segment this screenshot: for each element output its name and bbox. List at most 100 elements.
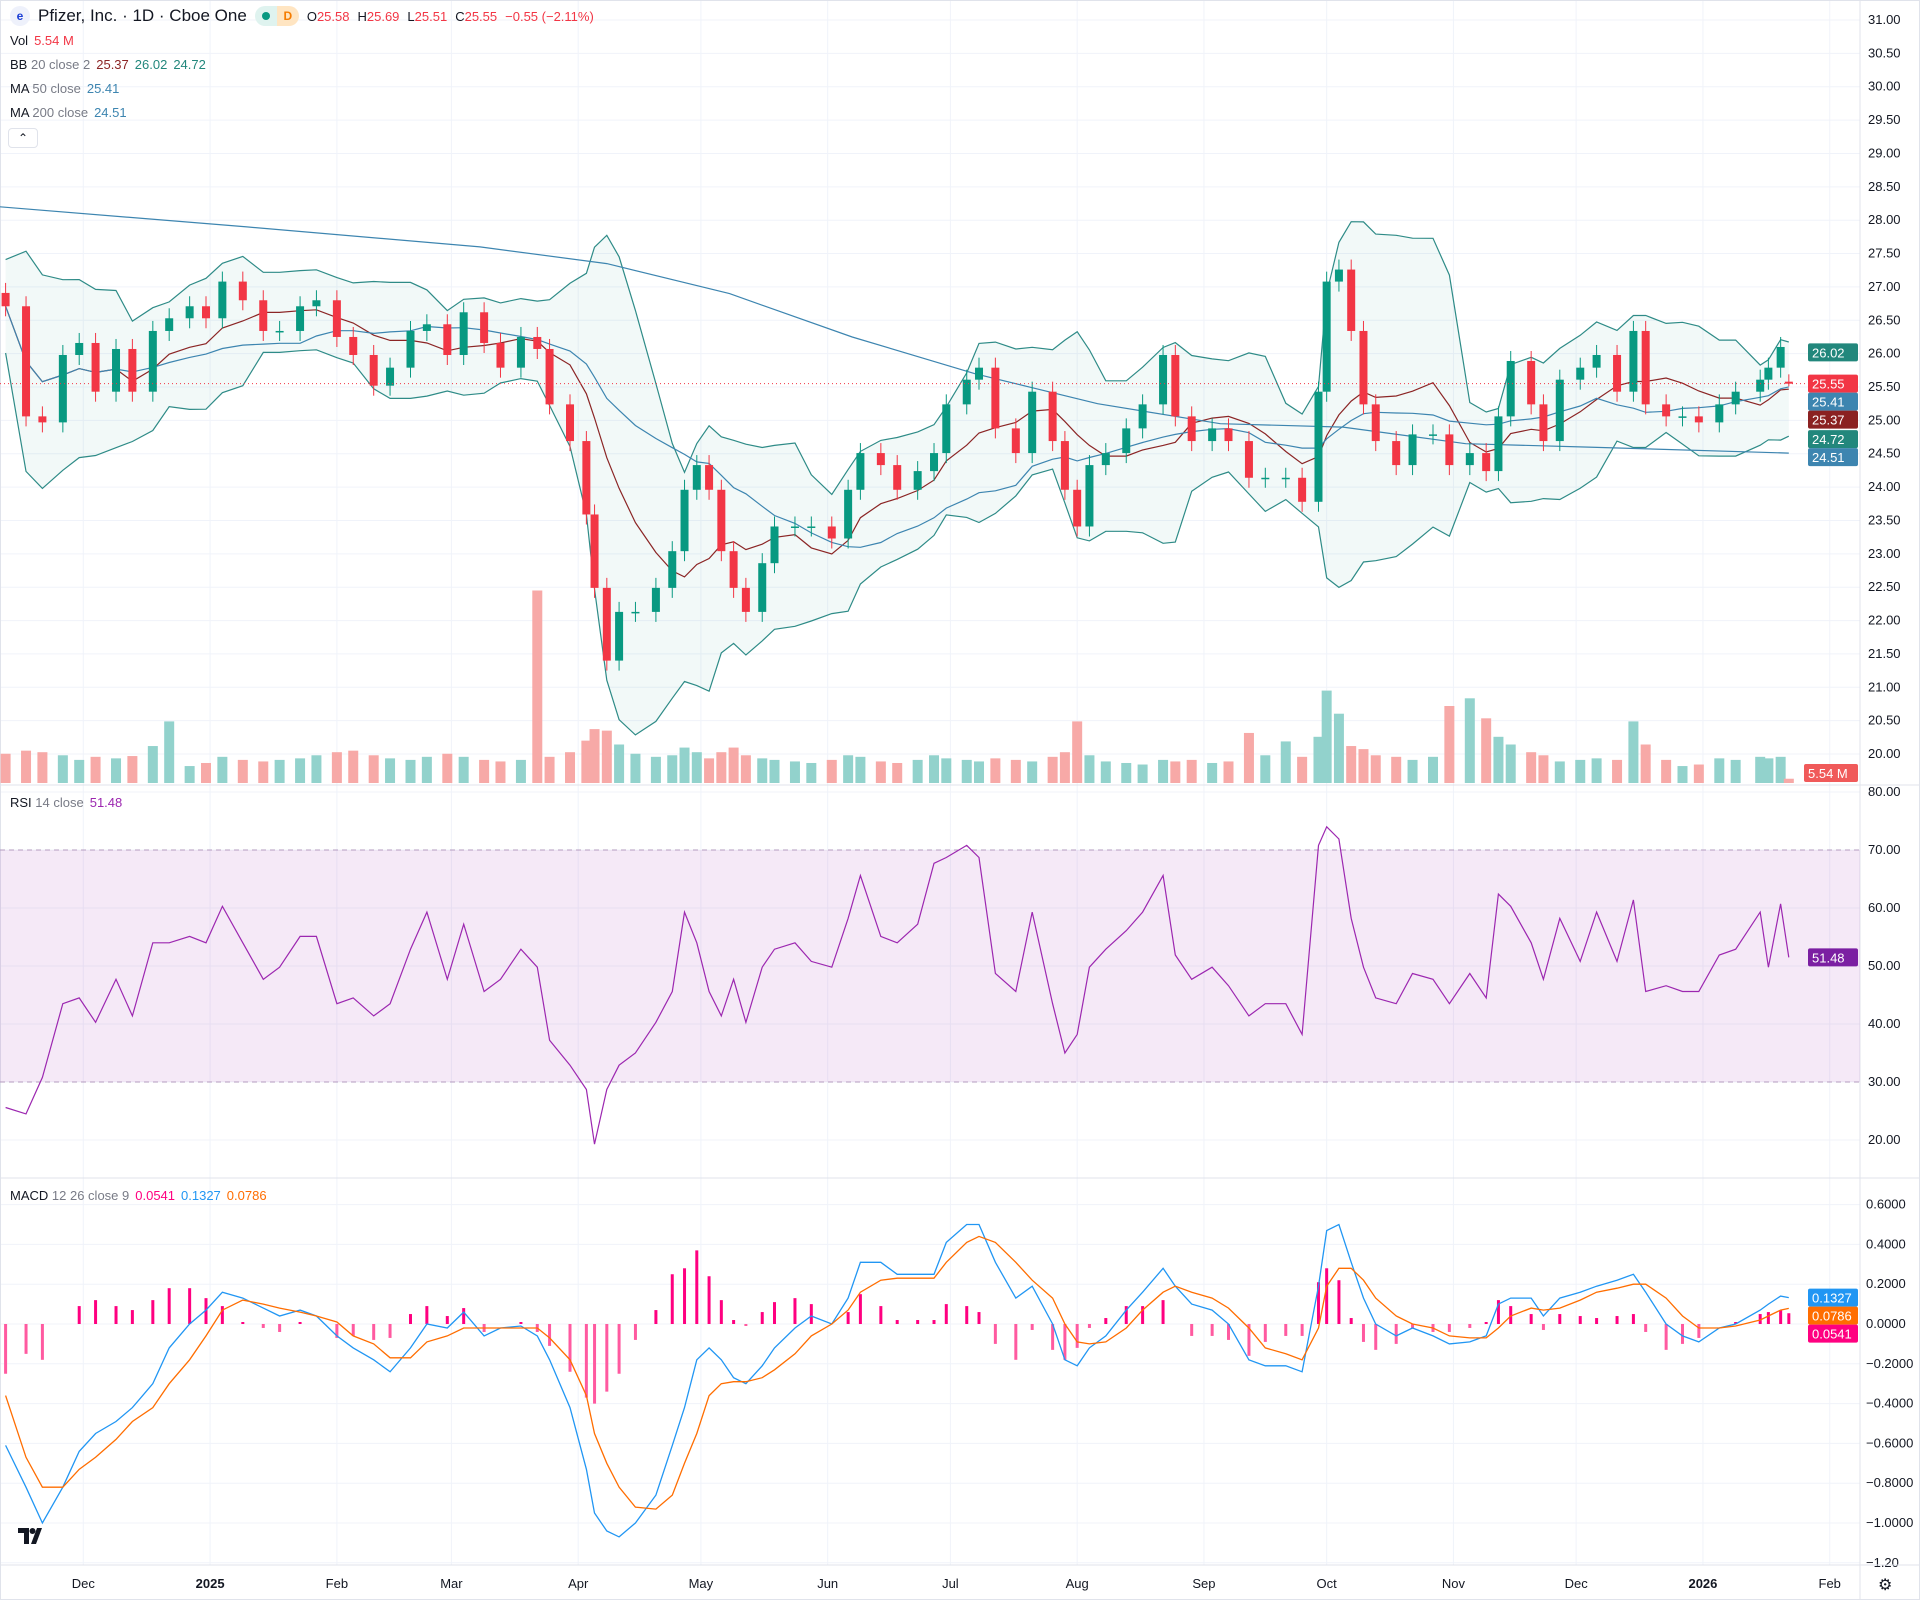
volume-bar: [1207, 762, 1218, 783]
price-axis-label: 26.00: [1868, 346, 1901, 361]
candle-body: [1555, 379, 1564, 442]
volume-bar: [74, 759, 85, 783]
candle-body: [332, 300, 341, 337]
candle-body: [112, 348, 121, 392]
macd-badge-text: 0.0541: [1812, 1327, 1852, 1342]
ma50-legend[interactable]: MA 50 close 25.41: [10, 81, 119, 96]
volume-bar: [1370, 755, 1381, 783]
volume-bar: [1407, 759, 1418, 783]
open-label: O: [306, 8, 317, 24]
volume-bar: [458, 756, 469, 783]
rsi-legend[interactable]: RSI 14 close 51.48: [10, 795, 122, 810]
volume-bar: [1677, 766, 1688, 783]
candle-body: [1171, 354, 1180, 417]
candle-body: [1784, 381, 1793, 384]
candle-body: [705, 465, 714, 490]
candle-body: [615, 611, 624, 661]
volume-bar: [1059, 752, 1070, 783]
candle-body: [827, 526, 836, 539]
price-axis-label: 31.00: [1868, 12, 1901, 27]
symbol-title[interactable]: Pfizer, Inc. · 1D · Cboe One: [38, 6, 247, 25]
volume-bar: [1493, 736, 1504, 783]
volume-bar: [1346, 746, 1357, 783]
price-axis-label: 27.50: [1868, 246, 1901, 261]
ma50-value: 25.41: [86, 81, 120, 96]
volume-bar: [37, 752, 48, 783]
volume-bar: [1575, 759, 1586, 783]
macd-line-value: 0.1327: [181, 1188, 221, 1203]
volume-bar: [1505, 744, 1516, 783]
volume-bar: [941, 758, 952, 783]
candle-body: [1314, 391, 1323, 502]
rsi-line: [5, 825, 1790, 1145]
price-axis-label: 22.00: [1868, 613, 1901, 628]
volume-bar: [495, 761, 506, 783]
close-label: C: [455, 8, 465, 24]
volume-legend[interactable]: Vol 5.54 M: [10, 33, 74, 48]
ma200-value: 24.51: [94, 105, 127, 120]
tradingview-logo-icon[interactable]: [18, 1526, 48, 1548]
candle-body: [1776, 346, 1785, 368]
price-axis-label: 24.00: [1868, 479, 1901, 494]
price-axis-label: 26.50: [1868, 312, 1901, 327]
candle-body: [1613, 354, 1622, 392]
price-axis-label: 22.50: [1868, 579, 1901, 594]
price-axis-label: 28.00: [1868, 212, 1901, 227]
time-axis-label: Feb: [1819, 1576, 1841, 1591]
macd-axis-label: −0.8000: [1866, 1475, 1913, 1490]
candle-body: [459, 312, 468, 355]
rsi-label: RSI: [10, 795, 32, 810]
volume-bar: [295, 758, 306, 783]
bb-legend[interactable]: BB 20 close 2 25.37 26.02 24.72: [10, 57, 206, 72]
candle-body: [516, 336, 525, 368]
candle-body: [128, 348, 137, 392]
price-axis-label: 25.50: [1868, 379, 1901, 394]
volume-bar: [1170, 761, 1181, 783]
candle-body: [876, 453, 885, 466]
collapse-legend-button[interactable]: ⌃: [8, 128, 38, 148]
volume-bar: [385, 758, 396, 783]
high-label: H: [357, 8, 367, 24]
volume-bar: [990, 758, 1001, 783]
volume-bar: [1693, 764, 1704, 783]
candle-body: [1678, 416, 1687, 418]
open-value: 25.58: [316, 8, 350, 24]
price-axis-label: 27.00: [1868, 279, 1901, 294]
candle-body: [729, 551, 738, 588]
macd-axis-label: −0.2000: [1866, 1356, 1913, 1371]
candle-body: [1662, 404, 1671, 417]
candle-body: [75, 342, 84, 355]
close-value: 25.55: [464, 8, 498, 24]
rsi-axis-label: 40.00: [1868, 1016, 1901, 1031]
candle-body: [349, 336, 358, 355]
settings-gear-icon[interactable]: ⚙: [1878, 1577, 1893, 1594]
price-axis-label: 29.50: [1868, 112, 1901, 127]
volume-bar: [1223, 761, 1234, 783]
candle-body: [1371, 404, 1380, 442]
ma200-legend[interactable]: MA 200 close 24.51: [10, 105, 127, 120]
symbol-legend: e Pfizer, Inc. · 1D · Cboe One D O25.58 …: [10, 6, 594, 26]
volume-bar: [127, 756, 138, 783]
volume-bar: [601, 730, 612, 783]
candle-body: [1281, 477, 1290, 480]
candle-body: [1122, 428, 1131, 454]
volume-bar: [237, 759, 248, 783]
volume-bar: [258, 761, 269, 783]
rsi-params: 14 close: [35, 795, 84, 810]
price-axis-label: 21.00: [1868, 679, 1901, 694]
price-badge: [1808, 343, 1858, 362]
candle-body: [1465, 453, 1474, 466]
bb-lower-value: 24.72: [173, 57, 206, 72]
market-status-badge[interactable]: D: [254, 6, 299, 26]
candle-body: [692, 465, 701, 490]
candle-body: [259, 300, 268, 331]
candle-body: [962, 379, 971, 405]
candle-body: [590, 514, 599, 588]
volume-bar: [1763, 758, 1774, 783]
ma200-line: [0, 206, 1789, 454]
candle-body: [386, 367, 395, 386]
macd-legend[interactable]: MACD 12 26 close 9 0.0541 0.1327 0.0786: [10, 1188, 267, 1203]
price-axis-label: 30.00: [1868, 79, 1901, 94]
candle-body: [1756, 379, 1765, 392]
